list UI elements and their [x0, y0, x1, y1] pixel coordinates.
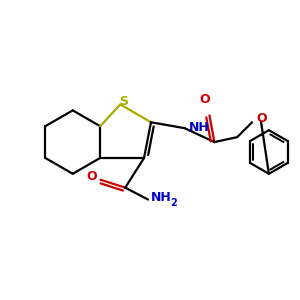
Text: O: O [86, 170, 97, 183]
Text: 2: 2 [170, 197, 177, 208]
Text: NH: NH [189, 121, 209, 134]
Text: O: O [199, 93, 210, 106]
Text: S: S [119, 95, 128, 108]
Text: NH: NH [151, 191, 172, 204]
Text: O: O [256, 112, 267, 125]
